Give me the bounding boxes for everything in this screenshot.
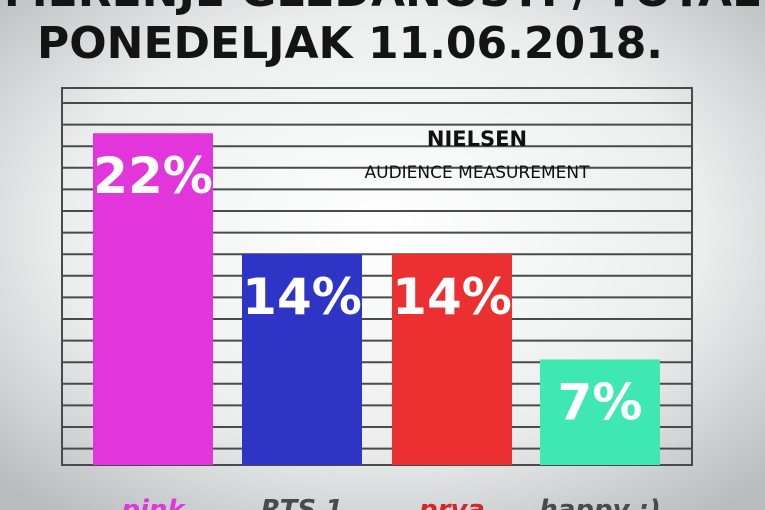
value-label: 14% [392, 268, 512, 326]
bar [242, 253, 362, 465]
bar [93, 133, 213, 466]
value-label: 7% [558, 373, 643, 431]
bar [540, 359, 660, 465]
value-label: 22% [93, 147, 213, 205]
x-tick-label: prva [418, 495, 485, 510]
annotation: NIELSEN [427, 127, 527, 151]
x-tick-label: RTS 1 [261, 495, 343, 510]
value-label: 14% [242, 268, 362, 326]
x-tick-label: happy :) [539, 495, 661, 510]
chart-subtitle: PONEDELJAK 11.06.2018. [37, 18, 663, 69]
bar [392, 253, 512, 465]
chart-title: MERENJE GLEDANOSTI / TOTAL [4, 0, 760, 17]
x-tick-label: pink [120, 495, 186, 510]
annotation: AUDIENCE MEASUREMENT [365, 163, 591, 183]
